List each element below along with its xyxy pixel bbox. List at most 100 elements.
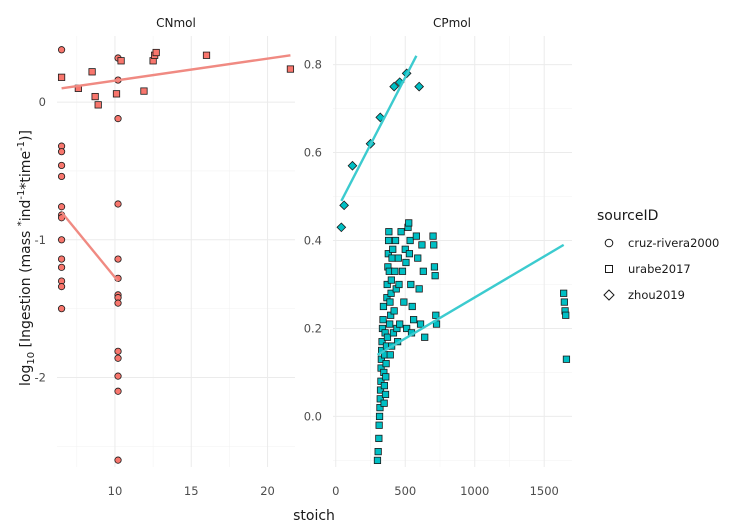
legend-key-diamond (603, 289, 615, 301)
point-urabe2017 (418, 241, 426, 249)
x-tick-label: 1500 (530, 484, 559, 498)
point-urabe2017 (374, 448, 382, 456)
point-zhou2019 (389, 81, 400, 92)
x-tick-label: 500 (394, 484, 416, 498)
point-urabe2017 (389, 245, 397, 253)
point-cruz-rivera2000 (57, 283, 66, 291)
legend: sourceID cruz-rivera2000 urabe2017 zhou2… (597, 208, 719, 302)
point-urabe2017 (381, 390, 390, 399)
fit-line-urabe2017 (376, 243, 565, 356)
point-zhou2019 (414, 81, 425, 92)
point-urabe2017 (375, 421, 383, 429)
point-urabe2017 (560, 298, 568, 306)
point-urabe2017 (395, 280, 403, 289)
point-zhou2019 (339, 200, 349, 211)
point-cruz-rivera2000 (57, 161, 66, 170)
point-urabe2017 (386, 351, 394, 359)
y-tick-label: 0.6 (304, 146, 322, 160)
y-tick-label: 0.2 (304, 321, 322, 335)
panel-cpmol: 0 500 1000 1500 0.0 0.2 0.4 0.6 0.8 (304, 36, 572, 498)
point-cruz-rivera2000 (114, 115, 122, 123)
facet-title-cpmol: CPmol (433, 16, 471, 30)
y-axis-title: log10 [Ingestion (mass *ind-1*time-1)] (16, 130, 37, 386)
point-urabe2017 (405, 250, 414, 258)
point-urabe2017 (373, 456, 382, 465)
fit-line-urabe2017 (61, 54, 291, 90)
y-tick-label: 0.8 (304, 58, 322, 72)
point-urabe2017 (419, 267, 427, 275)
point-urabe2017 (378, 338, 386, 346)
point-urabe2017 (390, 307, 398, 315)
point-urabe2017 (560, 289, 568, 297)
point-cruz-rivera2000 (114, 347, 122, 355)
y-tick-label: 0.4 (304, 234, 322, 248)
point-urabe2017 (421, 333, 429, 341)
point-urabe2017 (376, 386, 385, 394)
point-urabe2017 (202, 51, 211, 59)
point-urabe2017 (391, 236, 400, 245)
point-urabe2017 (382, 360, 390, 368)
point-urabe2017 (405, 219, 413, 227)
point-urabe2017 (429, 232, 437, 240)
y-tick-label: -2 (35, 370, 46, 384)
point-urabe2017 (403, 324, 411, 333)
fit-line-zhou2019 (340, 55, 418, 202)
point-urabe2017 (117, 57, 125, 65)
facet-title-cnmol: CNmol (156, 16, 196, 30)
point-urabe2017 (386, 298, 394, 306)
point-urabe2017 (379, 302, 388, 311)
point-cruz-rivera2000 (114, 200, 122, 208)
point-urabe2017 (94, 101, 102, 109)
point-urabe2017 (414, 254, 422, 262)
y-tick-label: -1 (35, 233, 46, 247)
point-urabe2017 (152, 48, 160, 57)
point-urabe2017 (412, 232, 420, 240)
x-tick-label: 1000 (460, 484, 489, 498)
point-urabe2017 (379, 316, 387, 324)
point-cruz-rivera2000 (57, 203, 66, 211)
legend-key-square (605, 265, 613, 273)
point-urabe2017 (380, 399, 388, 407)
point-urabe2017 (376, 395, 384, 403)
fit-line-cruz-rivera2000 (60, 211, 119, 282)
point-cruz-rivera2000 (114, 387, 122, 395)
point-urabe2017 (394, 254, 402, 262)
point-urabe2017 (140, 87, 148, 95)
x-tick-label: 10 (108, 484, 123, 498)
point-urabe2017 (430, 263, 439, 271)
point-urabe2017 (409, 316, 418, 324)
point-urabe2017 (286, 65, 295, 73)
point-cruz-rivera2000 (114, 255, 122, 263)
point-zhou2019 (336, 222, 347, 233)
point-urabe2017 (88, 68, 96, 76)
point-urabe2017 (386, 320, 394, 328)
point-urabe2017 (432, 311, 440, 319)
point-zhou2019 (347, 160, 358, 171)
x-axis-title: stoich (293, 508, 335, 524)
legend-label-cruz-rivera2000: cruz-rivera2000 (628, 236, 719, 250)
point-cruz-rivera2000 (57, 172, 66, 181)
point-urabe2017 (562, 355, 571, 363)
point-urabe2017 (400, 298, 408, 306)
point-cruz-rivera2000 (114, 354, 122, 362)
point-urabe2017 (112, 90, 121, 98)
point-urabe2017 (387, 289, 395, 297)
panel-cnmol: 10 15 20 -2 -1 0 (35, 36, 295, 498)
point-urabe2017 (402, 258, 410, 267)
x-tick-label: 0 (332, 484, 339, 498)
point-urabe2017 (384, 236, 393, 245)
point-urabe2017 (391, 267, 399, 275)
point-cruz-rivera2000 (57, 305, 66, 313)
point-cruz-rivera2000 (57, 46, 66, 54)
point-urabe2017 (431, 272, 439, 280)
point-urabe2017 (385, 228, 393, 236)
point-urabe2017 (384, 250, 392, 258)
point-urabe2017 (397, 228, 405, 236)
point-urabe2017 (383, 333, 392, 341)
point-urabe2017 (382, 373, 390, 381)
point-urabe2017 (396, 320, 404, 328)
point-cruz-rivera2000 (57, 236, 66, 244)
point-urabe2017 (430, 241, 438, 249)
point-urabe2017 (398, 267, 407, 275)
